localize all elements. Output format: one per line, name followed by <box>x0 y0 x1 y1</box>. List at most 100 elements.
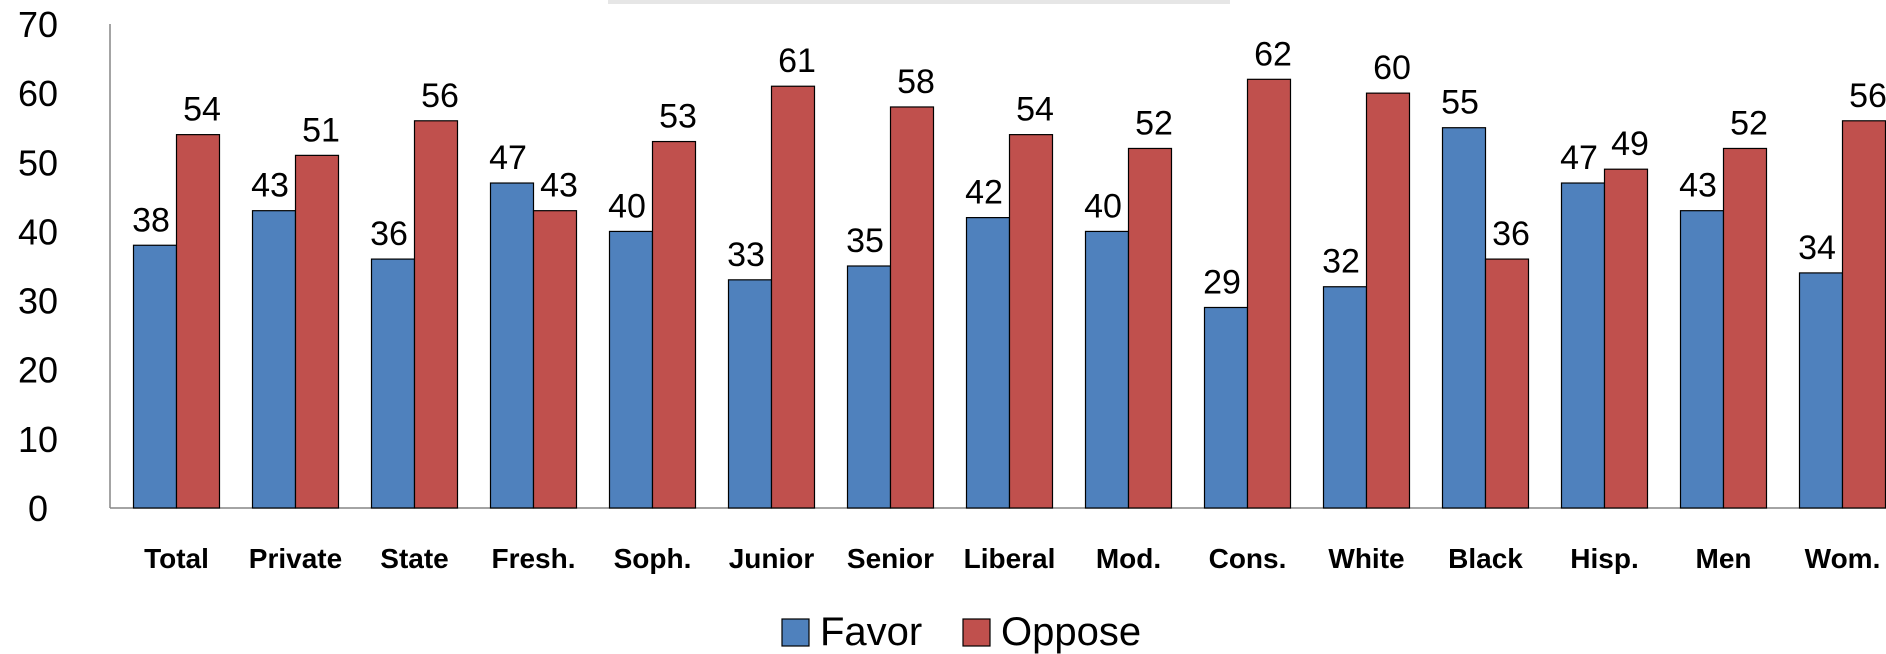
data-label-oppose: 60 <box>1373 49 1411 87</box>
bar-favor <box>965 217 1011 509</box>
data-label-favor: 55 <box>1441 84 1479 122</box>
bar-oppose <box>651 140 697 509</box>
y-axis-ticks: 0 10 20 30 40 50 60 70 <box>18 4 58 529</box>
y-tick-label: 70 <box>18 4 58 45</box>
bar-group-junior: 33 61 <box>727 42 816 509</box>
bar-favor <box>1560 182 1606 509</box>
data-label-favor: 42 <box>965 174 1003 212</box>
y-tick-label: 60 <box>18 73 58 114</box>
bar-oppose <box>1246 78 1292 509</box>
data-label-favor: 29 <box>1203 263 1241 301</box>
legend-label: Oppose <box>1001 610 1141 654</box>
x-tick-label: Fresh. <box>491 543 575 574</box>
bar-groups: 38 54 43 51 36 56 47 43 40 53 33 61 35 58 42 54 40 52 29 62… <box>132 35 1886 509</box>
bar-group-wom: 34 56 <box>1798 77 1886 509</box>
data-label-favor: 43 <box>1679 167 1717 205</box>
bar-group-senior: 35 58 <box>846 63 935 509</box>
data-label-oppose: 53 <box>659 98 697 136</box>
data-label-oppose: 54 <box>1016 91 1054 129</box>
bar-group-black: 55 36 <box>1441 84 1530 509</box>
bar-favor <box>251 210 297 509</box>
x-tick-label: White <box>1328 543 1404 574</box>
bar-group-state: 36 56 <box>370 77 459 509</box>
bar-oppose <box>1722 147 1768 509</box>
bar-oppose <box>1841 120 1886 509</box>
x-tick-label: Cons. <box>1209 543 1287 574</box>
data-label-oppose: 51 <box>302 111 340 149</box>
bar-group-men: 43 52 <box>1679 104 1768 509</box>
bar-oppose <box>1365 92 1411 509</box>
data-label-oppose: 62 <box>1254 35 1292 73</box>
bar-favor <box>1441 127 1487 509</box>
data-label-favor: 36 <box>370 215 408 253</box>
x-tick-label: Wom. <box>1805 543 1881 574</box>
x-tick-label: State <box>380 543 448 574</box>
y-tick-label: 40 <box>18 211 58 252</box>
bar-favor <box>1798 272 1844 509</box>
bar-group-cons: 29 62 <box>1203 35 1292 509</box>
y-tick-label: 0 <box>28 488 48 529</box>
data-label-favor: 47 <box>489 139 527 177</box>
data-label-favor: 47 <box>1560 139 1598 177</box>
x-tick-label: Men <box>1696 543 1752 574</box>
bar-oppose <box>175 134 221 509</box>
bar-favor <box>1322 286 1368 509</box>
data-label-favor: 40 <box>1084 187 1122 225</box>
data-label-favor: 35 <box>846 222 884 260</box>
bar-oppose <box>770 85 816 509</box>
bar-favor <box>1203 306 1249 509</box>
data-label-oppose: 52 <box>1135 104 1173 142</box>
data-label-oppose: 52 <box>1730 104 1768 142</box>
bar-oppose <box>889 106 935 509</box>
data-label-oppose: 36 <box>1492 215 1530 253</box>
x-tick-label: Hisp. <box>1570 543 1638 574</box>
bar-group-hisp: 47 49 <box>1560 125 1649 509</box>
bar-favor <box>370 258 416 509</box>
bar-group-fresh: 47 43 <box>489 139 578 509</box>
data-label-oppose: 61 <box>778 42 816 80</box>
bar-favor <box>489 182 535 509</box>
y-tick-label: 20 <box>18 350 58 391</box>
legend-label: Favor <box>820 610 922 654</box>
bar-favor <box>608 230 654 509</box>
bar-group-total: 38 54 <box>132 91 221 509</box>
x-tick-label: Senior <box>847 543 934 574</box>
data-label-favor: 40 <box>608 187 646 225</box>
bar-favor <box>1084 230 1130 509</box>
bar-oppose <box>1127 147 1173 509</box>
x-tick-label: Liberal <box>964 543 1056 574</box>
x-tick-label: Junior <box>729 543 815 574</box>
x-tick-label: Private <box>249 543 342 574</box>
legend-swatch <box>962 618 991 647</box>
bar-group-private: 43 51 <box>251 111 340 509</box>
bar-oppose <box>532 210 578 509</box>
bar-favor <box>846 265 892 509</box>
data-label-favor: 43 <box>251 167 289 205</box>
data-label-oppose: 56 <box>1849 77 1886 115</box>
data-label-favor: 32 <box>1322 243 1360 281</box>
x-tick-label: Soph. <box>614 543 692 574</box>
legend-swatch <box>781 618 810 647</box>
bar-oppose <box>1484 258 1530 509</box>
y-tick-label: 30 <box>18 281 58 322</box>
bar-favor <box>1679 210 1725 509</box>
legend-item-favor: Favor <box>781 610 922 654</box>
bar-favor <box>727 279 773 509</box>
data-label-favor: 38 <box>132 201 170 239</box>
data-label-favor: 33 <box>727 236 765 274</box>
bar-group-mod: 40 52 <box>1084 104 1173 509</box>
data-label-oppose: 58 <box>897 63 935 101</box>
y-tick-label: 50 <box>18 142 58 183</box>
bar-oppose <box>413 120 459 509</box>
legend-item-oppose: Oppose <box>962 610 1141 654</box>
bar-group-white: 32 60 <box>1322 49 1411 509</box>
data-label-oppose: 54 <box>183 91 221 129</box>
x-tick-label: Black <box>1448 543 1523 574</box>
x-tick-label: Total <box>144 543 209 574</box>
legend: Favor Oppose <box>781 610 1141 654</box>
data-label-oppose: 43 <box>540 167 578 205</box>
top-decorative-bar <box>608 0 1230 4</box>
bar-favor <box>132 244 178 509</box>
data-label-oppose: 49 <box>1611 125 1649 163</box>
